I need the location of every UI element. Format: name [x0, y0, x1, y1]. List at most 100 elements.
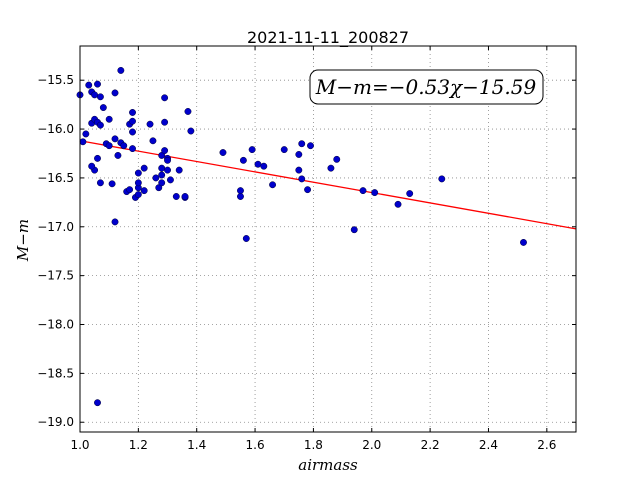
data-point [158, 171, 166, 179]
data-point [117, 66, 125, 74]
data-point [307, 142, 314, 150]
data-point [184, 108, 192, 115]
data-point [134, 169, 142, 177]
data-point [111, 89, 119, 97]
data-point [105, 115, 113, 123]
x-tick-label: 1.2 [129, 438, 148, 452]
fit-equation-annotation: M−m=−0.53χ−15.59 [315, 75, 537, 99]
data-point [126, 186, 134, 194]
data-point [146, 120, 154, 128]
data-point [248, 146, 256, 154]
data-point [149, 137, 157, 145]
data-point [298, 175, 306, 183]
data-point [304, 186, 312, 194]
data-points [76, 66, 527, 407]
data-point [88, 162, 96, 170]
data-point [175, 166, 183, 174]
data-point [94, 154, 101, 162]
data-point [134, 179, 142, 187]
data-point [327, 164, 335, 172]
x-tick-label: 2.0 [362, 438, 381, 452]
y-tick-label: −17.0 [37, 220, 74, 234]
y-axis-label: M−m [14, 219, 32, 262]
data-point [85, 81, 93, 89]
data-point [237, 193, 244, 200]
data-point [295, 166, 303, 174]
data-point [129, 117, 136, 125]
data-point [140, 187, 148, 195]
data-point [158, 164, 166, 172]
data-point [187, 127, 195, 135]
data-point [96, 179, 104, 187]
data-point [298, 140, 306, 148]
x-tick-label: 1.8 [304, 438, 323, 452]
x-tick-label: 1.0 [70, 438, 89, 452]
data-point [269, 181, 277, 189]
data-point [161, 147, 169, 155]
data-point [164, 156, 171, 164]
y-tick-label: −19.0 [37, 415, 74, 429]
data-point [152, 174, 160, 182]
data-point [94, 80, 101, 88]
y-tick-label: −18.5 [37, 366, 74, 380]
data-point [164, 166, 171, 174]
data-point [140, 164, 148, 172]
data-point [161, 94, 169, 102]
data-point [79, 138, 87, 146]
data-point [254, 160, 262, 168]
data-point [129, 128, 136, 136]
data-point [260, 162, 268, 170]
data-point [371, 189, 379, 197]
data-point [438, 175, 446, 183]
x-axis-ticks: 1.0 1.2 1.4 1.6 1.8 2.0 2.2 2.4 2.6 [70, 46, 556, 452]
data-point [111, 218, 119, 226]
data-point [394, 200, 402, 208]
data-point [134, 191, 142, 198]
annotation-frame [309, 69, 544, 105]
x-tick-label: 2.6 [537, 438, 556, 452]
x-tick-label: 1.4 [187, 438, 206, 452]
data-point [96, 121, 104, 129]
x-tick-label: 1.6 [246, 438, 265, 452]
data-point [242, 235, 250, 242]
y-tick-label: −17.5 [37, 269, 74, 283]
y-tick-label: −18.0 [37, 318, 74, 332]
x-axis-label: airmass [298, 456, 358, 474]
data-point [172, 193, 180, 200]
data-point [108, 180, 116, 188]
plot-area-border [79, 45, 577, 433]
data-point [333, 155, 341, 163]
data-point [111, 135, 119, 143]
data-point [82, 130, 90, 138]
y-tick-label: −15.5 [37, 73, 74, 87]
y-axis-ticks: −15.5 −16.0 −16.5 −17.0 −17.5 −18.0 −18.5 −19.0 [37, 73, 576, 429]
data-point [350, 226, 358, 234]
data-point [219, 149, 227, 156]
x-tick-label: 2.2 [421, 438, 440, 452]
data-point [120, 142, 128, 150]
y-tick-label: −16.0 [37, 122, 74, 136]
data-point [161, 118, 169, 126]
data-point [99, 104, 107, 112]
y-tick-label: −16.5 [37, 171, 74, 185]
data-point [91, 91, 99, 99]
data-point [158, 179, 166, 187]
data-point [114, 151, 122, 159]
data-point [129, 109, 136, 116]
data-point [94, 399, 101, 407]
data-point [105, 142, 113, 150]
data-point [166, 176, 174, 184]
data-point [129, 145, 136, 153]
data-point [280, 146, 288, 154]
data-point [295, 151, 303, 158]
data-point [520, 238, 527, 246]
data-point [406, 190, 414, 198]
data-point [237, 187, 244, 195]
x-tick-label: 2.4 [479, 438, 498, 452]
data-point [181, 193, 189, 200]
data-point [96, 93, 104, 101]
chart-title: 2021-11-11_200827 [247, 28, 409, 48]
plot-frame [79, 45, 577, 433]
data-point [239, 156, 247, 164]
